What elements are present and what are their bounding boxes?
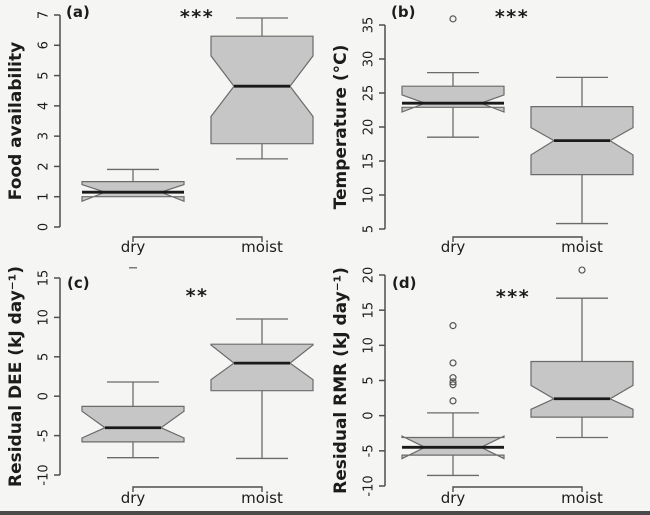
panel-svg: -10 -5 0 5 10 15 20 Residual RMR (kJ day⁻¹) (d) *… <box>331 266 634 507</box>
y-axis-title: Food availability <box>6 42 26 200</box>
category-label-moist: moist <box>561 238 603 256</box>
panel-c-residual-dee: -10 -5 0 5 10 15 Residual DEE (kJ day⁻¹) (c) ** d… <box>0 257 325 515</box>
y-tick-label: 5 <box>37 71 52 79</box>
y-tick-label: 4 <box>37 102 52 110</box>
notched-box <box>210 35 314 145</box>
y-tick-label: 0 <box>37 392 52 400</box>
y-tick-label: 5 <box>37 353 52 361</box>
category-label-dry: dry <box>121 238 146 256</box>
y-tick-label: 6 <box>37 41 52 49</box>
outlier-point <box>449 322 457 330</box>
boxplot-dry <box>401 322 505 477</box>
panel-letter: (d) <box>392 274 416 292</box>
y-tick-label: 30 <box>362 51 377 68</box>
significance-stars: *** <box>495 6 529 28</box>
y-tick-label: -5 <box>362 444 377 457</box>
boxplot-dry <box>401 15 505 138</box>
y-tick-label: 20 <box>362 267 377 284</box>
y-tick-label: 1 <box>37 193 52 201</box>
x-axis-bracket <box>132 236 263 242</box>
outlier-point <box>449 374 457 382</box>
boxplot-moist <box>530 266 634 439</box>
boxplot-dry <box>81 267 185 459</box>
boxplot-moist <box>210 17 314 160</box>
panel-svg: 5 10 15 20 25 30 35 Temperature (°C) (b) *** dry mo… <box>331 3 634 256</box>
boxplot-dry <box>81 168 185 203</box>
panel-letter: (c) <box>67 274 90 292</box>
category-label-dry: dry <box>121 489 146 507</box>
y-tick-label: 0 <box>362 412 377 420</box>
outlier-point <box>449 359 457 367</box>
y-tick-label: 20 <box>362 119 377 136</box>
boxplot-moist <box>530 76 634 225</box>
y-tick-label: 25 <box>362 85 377 102</box>
notched-box <box>210 343 314 392</box>
y-tick-label: 35 <box>362 17 377 34</box>
category-label-dry: dry <box>441 489 466 507</box>
panel-a-food-availability: 0 1 2 3 4 5 6 7 Food availability (a) *** dry moist <box>0 0 325 258</box>
y-tick-label: 5 <box>362 225 377 233</box>
y-tick-label: 15 <box>37 270 52 287</box>
y-tick-label: 5 <box>362 376 377 384</box>
panel-letter: (b) <box>391 3 415 21</box>
y-tick-label: 15 <box>362 302 377 319</box>
y-tick-label: -10 <box>37 464 52 485</box>
category-label-moist: moist <box>241 238 283 256</box>
y-tick-label: 10 <box>362 187 377 204</box>
panel-d-residual-rmr: -10 -5 0 5 10 15 20 Residual RMR (kJ day⁻¹) (d) *… <box>325 257 650 515</box>
y-tick-label: 10 <box>362 337 377 354</box>
y-tick-label: 2 <box>37 162 52 170</box>
x-axis-bracket <box>452 236 583 242</box>
significance-stars: *** <box>496 286 530 308</box>
outlier-point <box>449 397 457 405</box>
category-label-dry: dry <box>441 238 466 256</box>
y-tick-label: -5 <box>37 429 52 442</box>
figure-bottom-border <box>0 511 650 515</box>
panel-b-temperature: 5 10 15 20 25 30 35 Temperature (°C) (b) *** dry mo… <box>325 0 650 258</box>
y-tick-label: 0 <box>37 223 52 231</box>
boxplot-moist <box>210 318 314 460</box>
notched-box <box>530 360 634 418</box>
x-axis-bracket <box>452 486 583 492</box>
x-axis-bracket <box>132 486 263 492</box>
y-tick-label: 3 <box>37 132 52 140</box>
y-axis-title: Temperature (°C) <box>331 45 351 210</box>
outlier-point <box>449 15 457 23</box>
category-label-moist: moist <box>561 489 603 507</box>
notched-box <box>81 405 185 443</box>
y-axis-title: Residual RMR (kJ day⁻¹) <box>331 267 351 494</box>
y-axis-title: Residual DEE (kJ day⁻¹) <box>6 266 26 487</box>
panel-svg: -10 -5 0 5 10 15 Residual DEE (kJ day⁻¹) (c) ** d… <box>6 266 314 507</box>
panel-svg: 0 1 2 3 4 5 6 7 Food availability (a) *** dry moist <box>6 3 314 256</box>
outlier-point <box>578 266 586 274</box>
y-tick-label: 15 <box>362 153 377 170</box>
outlier-point <box>449 378 457 386</box>
notched-box <box>401 85 505 113</box>
significance-stars: *** <box>180 6 214 28</box>
y-tick-label: -10 <box>362 475 377 496</box>
panel-letter: (a) <box>66 3 90 21</box>
outlier-point <box>449 381 457 389</box>
y-tick-label: 10 <box>37 309 52 326</box>
y-tick-label: 7 <box>37 11 52 19</box>
category-label-moist: moist <box>241 489 283 507</box>
significance-stars: ** <box>186 285 209 307</box>
